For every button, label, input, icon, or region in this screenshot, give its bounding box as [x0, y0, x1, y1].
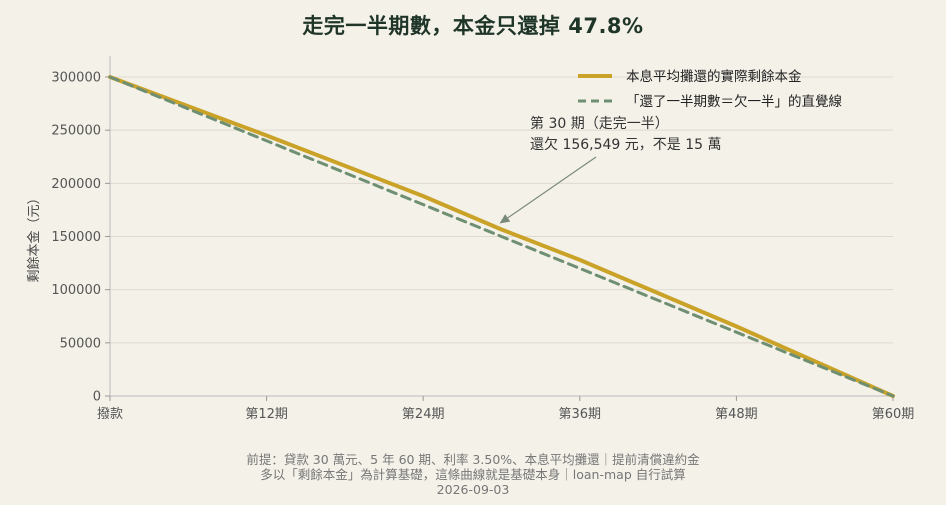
- annotation-arrow: [507, 156, 597, 219]
- x-ticks: 撥款 第12期 第24期 第36期 第48期 第60期: [97, 396, 914, 422]
- legend-label-actual: 本息平均攤還的實際剩餘本金: [626, 68, 802, 85]
- y-tick-label: 0: [93, 390, 101, 405]
- x-tick-label: 第24期: [402, 407, 445, 422]
- x-tick-label: 第48期: [715, 407, 758, 422]
- x-tick-label: 撥款: [97, 407, 123, 422]
- footer-date: 2026-09-03: [436, 482, 510, 497]
- annotation-arrow-head: [499, 214, 511, 224]
- footer-line-1: 前提：貸款 30 萬元、5 年 60 期、利率 3.50%、本息平均攤還｜提前清…: [246, 452, 700, 467]
- y-tick-label: 250000: [51, 124, 101, 139]
- footer-line-2: 多以「剩餘本金」為計算基礎，這條曲線就是基礎本身｜loan-map 自行試算: [260, 467, 686, 482]
- x-tick-label: 第60期: [872, 407, 915, 422]
- x-tick-label: 第12期: [245, 407, 288, 422]
- series-line-intuition: [108, 75, 895, 398]
- footer-notes: 前提：貸款 30 萬元、5 年 60 期、利率 3.50%、本息平均攤還｜提前清…: [0, 452, 946, 497]
- y-tick-label: 50000: [60, 336, 101, 351]
- grid-lines: [110, 76, 893, 344]
- y-ticks: 0 50000 100000 150000 200000 250000 300000: [51, 71, 110, 405]
- chart-title: 走完一半期數，本金只還掉 47.8%: [302, 14, 644, 38]
- legend-label-intuition: 「還了一半期數＝欠一半」的直覺線: [626, 94, 842, 110]
- annotation-line-1: 第 30 期（走完一半）: [530, 115, 669, 132]
- x-tick-label: 第36期: [559, 407, 602, 422]
- y-tick-label: 200000: [51, 177, 101, 192]
- y-tick-label: 150000: [51, 230, 101, 245]
- legend: 本息平均攤還的實際剩餘本金 「還了一半期數＝欠一半」的直覺線: [578, 68, 842, 110]
- series-group: [108, 75, 895, 398]
- y-tick-label: 100000: [51, 283, 101, 298]
- axes: [109, 56, 893, 397]
- annotation-line-2: 還欠 156,549 元，不是 15 萬: [530, 137, 722, 153]
- annotation: 第 30 期（走完一半） 還欠 156,549 元，不是 15 萬: [499, 115, 722, 224]
- y-tick-label: 300000: [51, 71, 101, 86]
- chart-canvas: 0 50000 100000 150000 200000 250000 300000 撥款 第…: [26, 56, 914, 422]
- series-line-actual: [108, 75, 895, 398]
- y-axis-label: 剩餘本金（元）: [26, 191, 42, 282]
